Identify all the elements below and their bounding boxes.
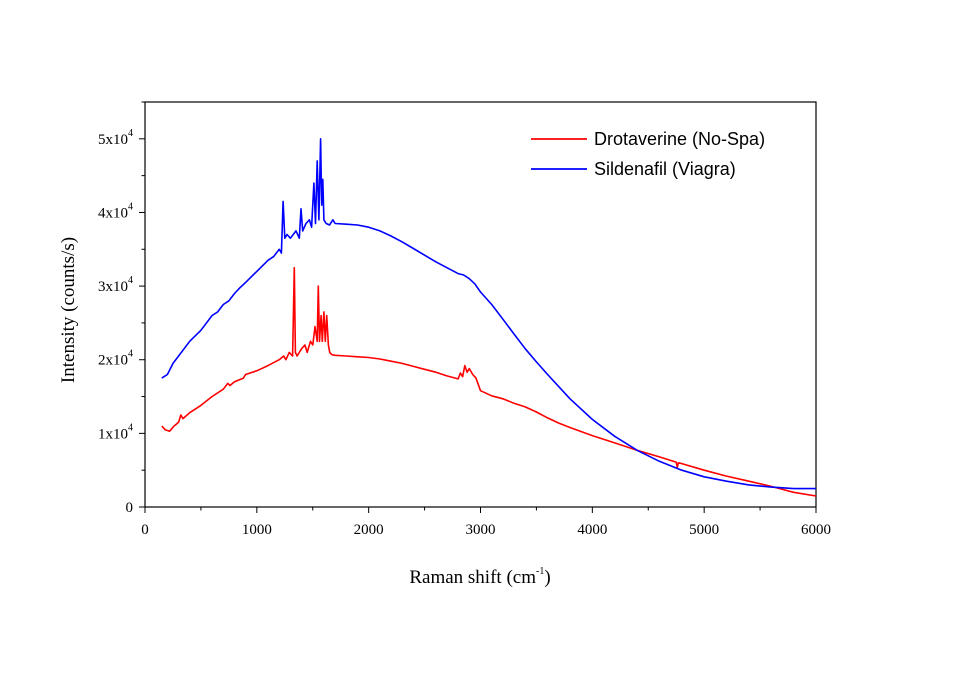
x-tick-label-3000: 3000	[466, 522, 496, 538]
x-tick-label-1000: 1000	[242, 522, 272, 538]
y-tick-label-20000: 2x104	[98, 349, 133, 369]
x-tick-label-5000: 5000	[689, 522, 719, 538]
y-axis-ticks: 0 1x104 2x104 3x104 4x104 5x104	[98, 101, 145, 516]
x-axis-title-main: Raman shift (cm	[409, 567, 536, 588]
x-tick-label-4000: 4000	[577, 522, 607, 538]
y-axis-title: Intensity (counts/s)	[58, 237, 79, 383]
x-tick-label-0: 0	[141, 522, 149, 538]
x-tick-label-2000: 2000	[354, 522, 384, 538]
series-line-1	[161, 266, 817, 497]
y-tick-label-30000: 3x104	[98, 275, 133, 295]
x-axis-title: Raman shift (cm-1)	[409, 566, 550, 588]
x-tick-label-6000: 6000	[801, 522, 831, 538]
y-tick-label-10000: 1x104	[98, 422, 133, 442]
x-axis-title-close: )	[544, 567, 550, 588]
legend-label-1: Drotaverine (No-Spa)	[594, 129, 765, 149]
series-lines	[161, 138, 817, 497]
x-axis-ticks: 0 1000 2000 3000 4000 5000 6000	[141, 507, 831, 538]
y-tick-label-0: 0	[126, 500, 134, 516]
legend: Drotaverine (No-Spa) Sildenafil (Viagra)	[531, 129, 765, 179]
x-axis-title-sup: -1	[536, 566, 544, 577]
series-line-2	[161, 138, 816, 490]
y-tick-label-50000: 5x104	[98, 128, 133, 148]
y-tick-label-40000: 4x104	[98, 201, 133, 221]
legend-label-2: Sildenafil (Viagra)	[594, 159, 736, 179]
